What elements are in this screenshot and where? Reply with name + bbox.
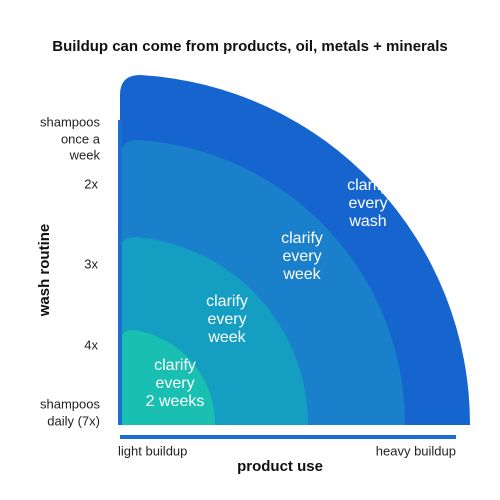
y-tick-label: week: [69, 147, 101, 162]
y-tick-label: shampoos: [40, 114, 100, 129]
zone-label: every: [207, 311, 246, 328]
zone-label: week: [207, 329, 246, 346]
zone-label: wash: [348, 213, 386, 230]
y-tick-label: 4x: [84, 337, 98, 352]
x-tick-label: light buildup: [118, 443, 187, 458]
title: Buildup can come from products, oil, met…: [52, 38, 448, 55]
zone-label: every: [348, 195, 387, 212]
y-tick-label: 2x: [84, 176, 98, 191]
x-axis-label: product use: [237, 458, 323, 475]
zone-label: clarify: [347, 177, 389, 194]
y-tick-label: 3x: [84, 256, 98, 271]
x-tick-label: heavy buildup: [376, 443, 456, 458]
zone-label: clarify: [281, 230, 323, 247]
zone-label: clarify: [154, 357, 196, 374]
zone-label: clarify: [206, 293, 248, 310]
y-tick-label: shampoos: [40, 396, 100, 411]
zone-label: week: [282, 266, 321, 283]
zone-inner: [120, 330, 216, 425]
y-axis-label: wash routine: [36, 224, 53, 318]
zone-label: every: [282, 248, 321, 265]
y-tick-label: once a: [61, 131, 101, 146]
zone-label: every: [155, 375, 194, 392]
y-tick-label: daily (7x): [47, 413, 100, 428]
zone-label: 2 weeks: [146, 393, 205, 410]
